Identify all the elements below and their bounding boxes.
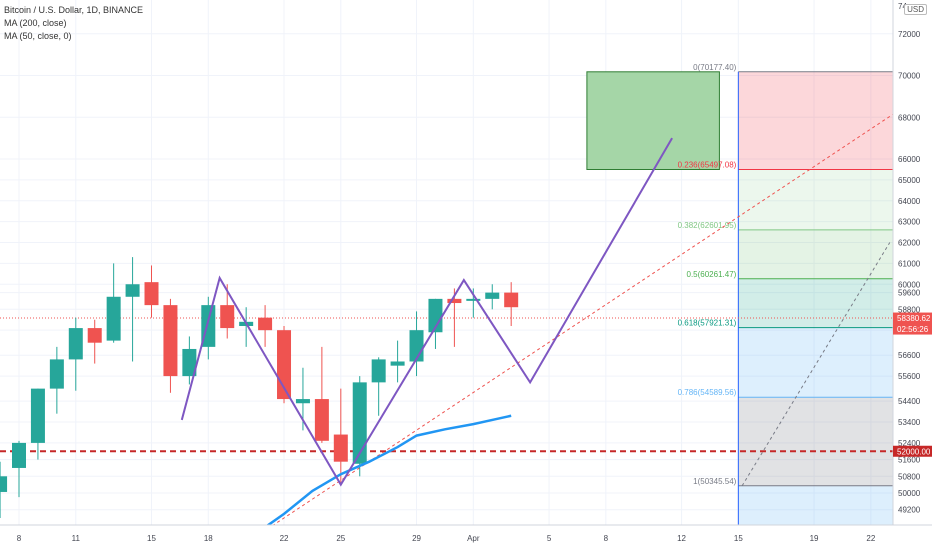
price-tick-label: 66000 [898, 155, 921, 164]
fib-level-label: 0.786(54589.56) [678, 388, 737, 397]
fib-level-label: 0.618(57921.31) [678, 319, 737, 328]
price-tick-label: 64000 [898, 197, 921, 206]
price-axis-bg [893, 0, 932, 550]
time-tick-label: 15 [734, 534, 743, 543]
candle-body [0, 476, 8, 492]
time-tick-label: 11 [72, 534, 81, 543]
price-tick-label: 68000 [898, 113, 921, 122]
candle-body [30, 388, 45, 443]
candle-body [447, 298, 462, 304]
pattern-path [180, 137, 673, 487]
ma200-label: MA (200, close) [4, 18, 67, 28]
time-tick-label: 19 [810, 534, 819, 543]
fib-level-label: 0(70177.40) [693, 63, 736, 72]
candle-body [504, 292, 519, 308]
price-tick-label: 62000 [898, 239, 921, 248]
fib-zone [738, 169, 902, 230]
time-tick-label: Apr [467, 534, 480, 543]
time-tick-label: 29 [412, 534, 421, 543]
price-tick-label: 65000 [898, 176, 921, 185]
candle-body [428, 298, 443, 333]
fib-zone-extension [738, 485, 902, 525]
candle-body [68, 328, 83, 360]
candle-body [258, 317, 273, 331]
candle-body [106, 296, 121, 341]
currency-badge[interactable]: USD [904, 4, 927, 15]
candle-body [390, 361, 405, 366]
price-tick-label-top: 74 [898, 2, 907, 11]
candle-body [49, 359, 64, 389]
time-tick-label: 12 [677, 534, 686, 543]
fib-zone [738, 229, 902, 279]
candle-body [220, 305, 235, 329]
candle-body [295, 399, 310, 404]
ma50-label: MA (50, close, 0) [4, 31, 72, 41]
candle-body [125, 284, 140, 297]
price-tick-label: 51600 [898, 456, 921, 465]
time-tick-label: 8 [604, 534, 609, 543]
fib-zone [738, 397, 902, 486]
last-price-badge-bg [893, 312, 932, 335]
fib-level-label: 0.5(60261.47) [687, 270, 737, 279]
time-tick-label: 25 [336, 534, 345, 543]
price-tick-label: 63000 [898, 218, 921, 227]
price-tick-label: 70000 [898, 72, 921, 81]
candle-body [144, 282, 159, 306]
price-tick-label: 56600 [898, 351, 921, 360]
candle-body [352, 382, 367, 464]
fib-zone [738, 71, 902, 170]
price-tick-label: 52400 [898, 439, 921, 448]
fib-level-label: 1(50345.54) [693, 477, 736, 486]
price-tick-label: 55600 [898, 372, 921, 381]
ma-line [235, 414, 512, 549]
candle-body [371, 359, 386, 383]
fib-zone [738, 327, 902, 398]
last-price-badge-timer: 02:56:26 [897, 325, 929, 334]
price-tick-label: 50800 [898, 472, 921, 481]
price-tick-label: 53400 [898, 418, 921, 427]
price-tick-label: 50000 [898, 489, 921, 498]
price-tick-label: 59600 [898, 289, 921, 298]
candle-body [409, 330, 424, 362]
price-tick-label: 54400 [898, 397, 921, 406]
candle-body [333, 434, 348, 462]
time-tick-label: 18 [204, 534, 213, 543]
price-tick-label: 72000 [898, 30, 921, 39]
candle-body [163, 305, 178, 377]
target-box [586, 71, 720, 171]
time-axis-bg [0, 525, 932, 550]
candle-body [182, 348, 197, 377]
time-tick-label: 22 [280, 534, 289, 543]
fib-level-label: 0.236(65497.08) [678, 160, 737, 169]
legend: Bitcoin / U.S. Dollar, 1D, BINANCE MA (2… [4, 4, 143, 43]
fib-level-label: 0.382(62601.95) [678, 221, 737, 230]
candle-body [466, 298, 481, 301]
candle-body [314, 399, 329, 441]
support-price-badge-bg [893, 445, 932, 457]
time-tick-label: 8 [17, 534, 22, 543]
candle-body [87, 328, 102, 343]
time-tick-label: 5 [547, 534, 552, 543]
support-price-badge-label: 52000.00 [897, 447, 931, 456]
symbol-title: Bitcoin / U.S. Dollar, 1D, BINANCE [4, 5, 144, 15]
candle-body [485, 292, 500, 299]
price-tick-label: 49200 [898, 506, 921, 515]
price-tick-label: 61000 [898, 259, 921, 268]
fib-zone [738, 278, 902, 328]
time-tick-label: 15 [147, 534, 156, 543]
candle-body [12, 442, 26, 468]
price-tick-label: 58800 [898, 305, 921, 314]
price-tick-label: 60000 [898, 280, 921, 289]
last-price-badge-label: 58380.62 [897, 314, 931, 323]
candles [0, 257, 519, 519]
time-tick-label: 22 [866, 534, 875, 543]
